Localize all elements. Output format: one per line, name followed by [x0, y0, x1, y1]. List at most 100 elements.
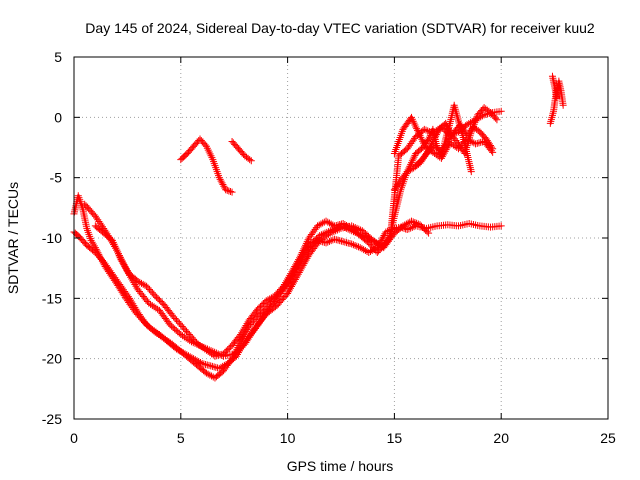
data-point: [91, 248, 99, 256]
data-point: [457, 121, 465, 129]
data-point: [96, 253, 104, 261]
series-track-k: [546, 84, 561, 127]
data-point: [218, 179, 226, 187]
data-point: [287, 270, 295, 278]
data-point: [328, 228, 336, 236]
data-point: [405, 167, 413, 175]
data-point: [150, 303, 158, 311]
data-point: [123, 267, 131, 275]
data-point: [148, 302, 156, 310]
data-point: [407, 217, 415, 225]
data-point: [445, 126, 453, 134]
data-point: [133, 307, 141, 315]
data-point: [365, 239, 373, 247]
data-point: [178, 322, 186, 330]
data-point: [411, 219, 419, 227]
data-point: [220, 182, 228, 190]
data-point: [223, 186, 231, 194]
data-point: [303, 254, 311, 262]
data-point: [185, 331, 193, 339]
data-point: [300, 260, 308, 268]
data-point: [177, 321, 185, 329]
data-point: [296, 267, 304, 275]
data-point: [247, 157, 255, 165]
data-point: [467, 168, 475, 176]
data-point: [301, 258, 309, 266]
data-point: [97, 255, 105, 263]
data-point: [301, 243, 309, 251]
data-point: [119, 259, 127, 267]
data-point: [144, 284, 152, 292]
data-point: [406, 166, 414, 174]
data-point: [122, 265, 130, 273]
data-point: [302, 256, 310, 264]
data-point: [191, 337, 199, 345]
data-point: [296, 252, 304, 260]
data-point: [264, 302, 272, 310]
data-point: [333, 226, 341, 234]
data-point: [182, 327, 190, 335]
data-point: [349, 241, 357, 249]
data-point: [168, 311, 176, 319]
data-point: [327, 237, 335, 245]
data-point: [132, 305, 140, 313]
data-point: [280, 280, 288, 288]
data-point: [238, 329, 246, 337]
data-point: [369, 244, 377, 252]
data-point: [430, 136, 438, 144]
x-tick-label: 10: [280, 430, 296, 446]
data-point: [323, 232, 331, 240]
data-point: [289, 279, 297, 287]
x-tick-label: 15: [387, 430, 403, 446]
data-point: [429, 137, 437, 145]
data-point: [190, 335, 198, 343]
series-track-i: [228, 137, 255, 165]
data-point: [423, 149, 431, 157]
data-point: [403, 226, 411, 234]
data-point: [228, 188, 236, 196]
data-point: [215, 174, 223, 182]
data-point: [413, 126, 421, 134]
data-point: [148, 289, 156, 297]
data-point: [351, 241, 359, 249]
data-point: [174, 318, 182, 326]
y-tick-label: 0: [54, 109, 62, 125]
data-point: [355, 243, 363, 251]
y-tick-label: -15: [42, 290, 62, 306]
series-track-d: [91, 135, 497, 360]
y-axis-label: SDTVAR / TECUs: [5, 182, 21, 294]
data-point: [403, 168, 411, 176]
data-point: [321, 233, 329, 241]
data-point: [240, 325, 248, 333]
data-point: [408, 223, 416, 231]
data-point: [348, 240, 356, 248]
data-point: [261, 305, 269, 313]
data-point: [326, 229, 334, 237]
data-point: [152, 304, 160, 312]
data-point: [179, 332, 187, 340]
data-point: [143, 298, 151, 306]
data-point: [170, 313, 178, 321]
data-point: [175, 319, 183, 327]
y-tick-label: 5: [54, 49, 62, 65]
data-point: [443, 121, 451, 129]
data-point: [180, 324, 188, 332]
data-point: [237, 331, 245, 339]
data-point: [489, 145, 497, 153]
data-point: [187, 332, 195, 340]
data-point: [460, 126, 468, 134]
data-point: [128, 298, 136, 306]
data-point: [324, 238, 332, 246]
data-point: [295, 254, 303, 262]
data-point: [559, 101, 567, 109]
data-point: [299, 247, 307, 255]
data-point: [290, 277, 298, 285]
data-point: [242, 321, 250, 329]
data-point: [173, 316, 181, 324]
data-point: [147, 300, 155, 308]
data-point: [271, 292, 279, 300]
data-point: [409, 218, 417, 226]
x-tick-label: 5: [177, 430, 185, 446]
data-point: [366, 240, 374, 248]
data-point: [300, 245, 308, 253]
